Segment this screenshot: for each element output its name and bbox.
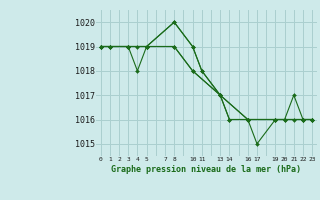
X-axis label: Graphe pression niveau de la mer (hPa): Graphe pression niveau de la mer (hPa): [111, 165, 301, 174]
